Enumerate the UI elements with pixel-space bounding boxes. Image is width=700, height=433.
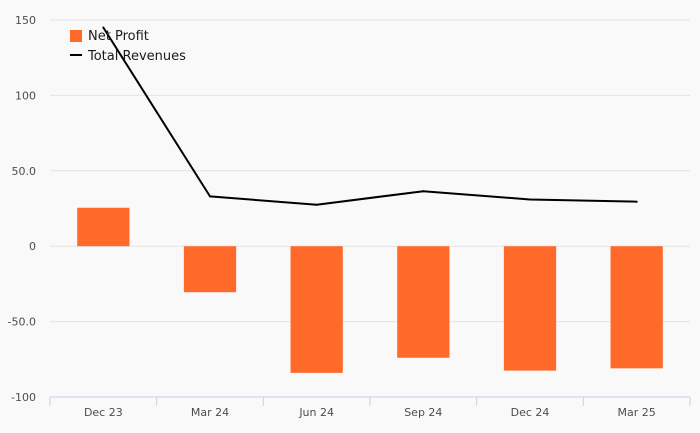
bar-net-profit — [503, 246, 557, 371]
bar-net-profit — [397, 246, 450, 358]
net-profit-bars — [77, 207, 663, 373]
x-tick-label: Mar 25 — [618, 406, 656, 419]
gridlines — [50, 19, 690, 398]
total-revenues-point — [422, 190, 425, 193]
x-tick-label: Jun 24 — [298, 406, 334, 419]
y-tick-label: 150 — [15, 14, 36, 27]
y-tick-label: 0 — [29, 240, 36, 253]
x-tick-label: Mar 24 — [191, 406, 229, 419]
bar-net-profit — [610, 246, 663, 369]
x-axis: Dec 23 Mar 24 Jun 24 Sep 24 Dec 24 Mar 25 — [49, 396, 691, 419]
total-revenues-point — [529, 198, 531, 201]
bar-net-profit — [290, 246, 343, 373]
x-tick-label: Sep 24 — [404, 406, 442, 419]
total-revenues-point — [635, 200, 638, 203]
legend-swatch-net-profit — [70, 30, 82, 42]
legend: Net Profit Total Revenues — [70, 29, 186, 64]
total-revenues-point — [102, 26, 105, 29]
total-revenues-line-layer — [102, 26, 638, 206]
total-revenues-line — [102, 26, 637, 206]
y-tick-label: 50.0 — [12, 165, 37, 178]
legend-label-net-profit: Net Profit — [88, 29, 149, 44]
bar-net-profit — [183, 246, 237, 293]
y-tick-label: -50.0 — [8, 316, 36, 329]
y-tick-label: 100 — [15, 89, 36, 102]
x-tick-label: Dec 24 — [511, 406, 550, 419]
bar-net-profit — [77, 207, 130, 247]
y-tick-label: -100 — [11, 391, 36, 404]
total-revenues-point — [315, 203, 318, 206]
x-tick-label: Dec 23 — [84, 406, 123, 419]
legend-label-total-revenues: Total Revenues — [87, 49, 186, 64]
total-revenues-point — [209, 195, 211, 198]
y-axis-tick-labels: 150 100 50.0 0 -50.0 -100 — [8, 14, 36, 404]
